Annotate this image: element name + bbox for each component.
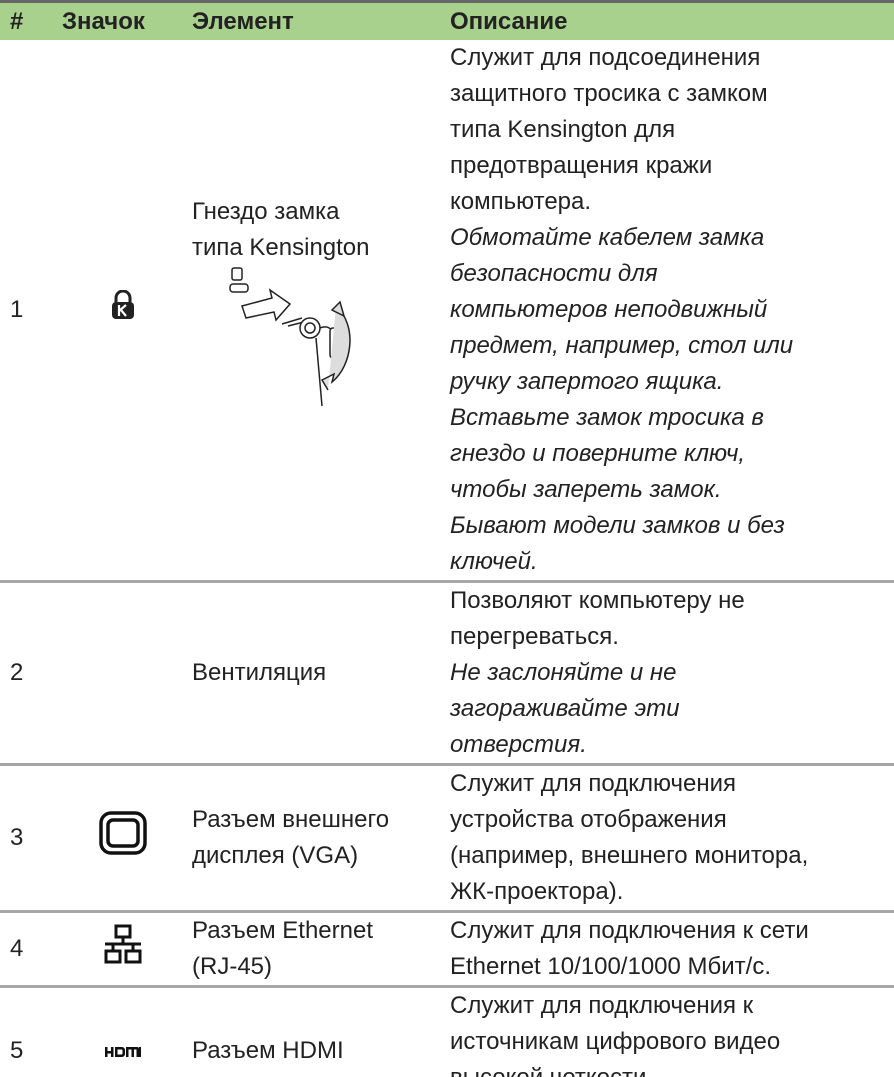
header-cell: # [0,0,58,40]
description-line: ручку запертого ящика. [450,368,724,395]
description-paragraph: Служит для подключения к сети Ethernet 10… [450,913,890,985]
row-number: 5 [10,1037,24,1065]
description-line: Бывают модели замков и без [450,512,785,539]
icon-cell [58,581,188,766]
description-line: компьютера. [450,188,592,215]
description-line: Вставьте замок тросика в [450,404,764,431]
element-cell: Гнездо замка типа Kensington [188,40,446,583]
description-line: устройства отображения [450,806,727,833]
table-row: 2 Вентиляция Позволяют компьютеру не перегр… [0,581,894,766]
table-row: 1 Гнездо замка типа Kensington Служит для… [0,40,894,583]
icon-cell [58,40,188,583]
description-line: Служит для подсоединения [450,44,761,71]
description-line: отверстия. [450,731,587,758]
description-line: предмет, например, стол или [450,332,794,359]
vga-icon [99,810,147,855]
description-cell: Служит для подключения к источникам цифро… [446,987,894,1077]
description-line: типа Kensington для [450,116,676,143]
header-row: # Значок Элемент Описание [0,0,894,40]
description-line: перегреваться. [450,623,619,650]
description-line: (например, внешнего монитора, [450,842,809,869]
table-row: 4 Разъем Ethernet (RJ-45) Служит для подкл… [0,911,894,988]
element-cell: Вентиляция [188,581,446,766]
element-line: Гнездо замка [192,197,340,225]
description-line: загораживайте эти [450,695,680,722]
description-line: компьютеров неподвижный [450,296,768,323]
description-line: Служит для подключения к [450,992,754,1019]
description-line: высокой четкости. [450,1060,890,1077]
description-paragraph: Служит для подключения устройства отображ… [450,766,890,910]
icon-cell [58,764,188,913]
description-cell: Служит для подключения к сети Ethernet 10… [446,911,894,988]
description-line: ЖК-проектора). [450,878,624,905]
description-paragraph: Служит для подсоединения защитного тросик… [450,40,890,220]
row-number: 1 [0,40,58,583]
header-cell: Значок [58,0,188,40]
icon-cell [58,987,188,1077]
description-line: Позволяют компьютеру не [450,587,745,614]
element-line: Вентиляция [192,659,327,686]
kensington-illustration [229,266,351,406]
description-line: ключей. [450,548,538,575]
header-cell: Описание [446,0,894,40]
header-cell: Элемент [188,0,446,40]
description-paragraph: Обмотайте кабелем замка безопасности для к… [450,220,890,580]
illustration [192,266,442,427]
description-paragraph: Не заслоняйте и не загораживайте эти отвер… [450,655,890,763]
description-cell: Служит для подключения устройства отображ… [446,764,894,913]
element-cell: Разъем Ethernet (RJ-45) [188,911,446,988]
description-line: источникам цифрового видео [450,1028,781,1055]
row-number: 2 [0,581,58,766]
description-line: Служит для подключения к сети [450,917,809,944]
description-line: предотвращения кражи [450,152,713,179]
table-row: 3 Разъем внешнего дисплея (VGA) Служит для… [0,764,894,913]
element-cell: Разъем внешнего дисплея (VGA) [188,764,446,913]
description-line: защитного тросика с замком [450,80,768,107]
kensington-icon [112,289,134,319]
table-row: 5 Разъем HDMI Служит для подключения к ист… [0,987,894,1077]
description-line: Обмотайте кабелем замка [450,224,765,251]
description-cell: Позволяют компьютеру не перегреваться. Не … [446,581,894,766]
element-line: дисплея (VGA) [192,842,359,869]
description-line: Служит для подключения [450,770,736,797]
element-line: Разъем Ethernet [192,917,374,944]
description-cell: Служит для подсоединения защитного тросик… [446,40,894,583]
description-paragraph: Служит для подключения к источникам цифро… [450,988,890,1077]
description-paragraph: Позволяют компьютеру не перегреваться. [450,583,890,655]
description-line: гнездо и поверните ключ, [450,440,746,467]
element-line: Разъем внешнего [192,806,390,833]
element-line: типа Kensington [192,233,370,261]
table-body: 1 Гнездо замка типа Kensington Служит для… [0,40,894,1077]
element-cell: Разъем HDMI [188,987,446,1077]
hdmi-icon [105,1047,141,1058]
description-line: Не заслоняйте и не [450,659,677,686]
description-line: чтобы запереть замок. [450,476,722,503]
ethernet-icon [104,924,142,963]
description-line: Ethernet 10/100/1000 Мбит/с. [450,953,771,980]
element-line: Разъем HDMI [192,1037,344,1065]
icon-cell [58,911,188,988]
description-line: безопасности для [450,260,658,287]
row-number: 3 [0,764,58,913]
row-number: 4 [0,911,58,988]
element-line: (RJ-45) [192,953,273,980]
